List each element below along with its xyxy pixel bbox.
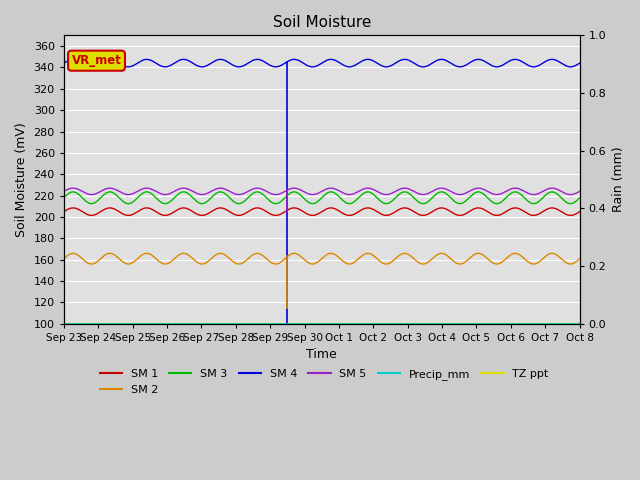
Y-axis label: Soil Moisture (mV): Soil Moisture (mV) — [15, 122, 28, 237]
Y-axis label: Rain (mm): Rain (mm) — [612, 147, 625, 213]
X-axis label: Time: Time — [307, 348, 337, 361]
Legend: SM 1, SM 2, SM 3, SM 4, SM 5, Precip_mm, TZ ppt: SM 1, SM 2, SM 3, SM 4, SM 5, Precip_mm,… — [95, 365, 553, 399]
Text: VR_met: VR_met — [72, 54, 122, 67]
Title: Soil Moisture: Soil Moisture — [273, 15, 371, 30]
